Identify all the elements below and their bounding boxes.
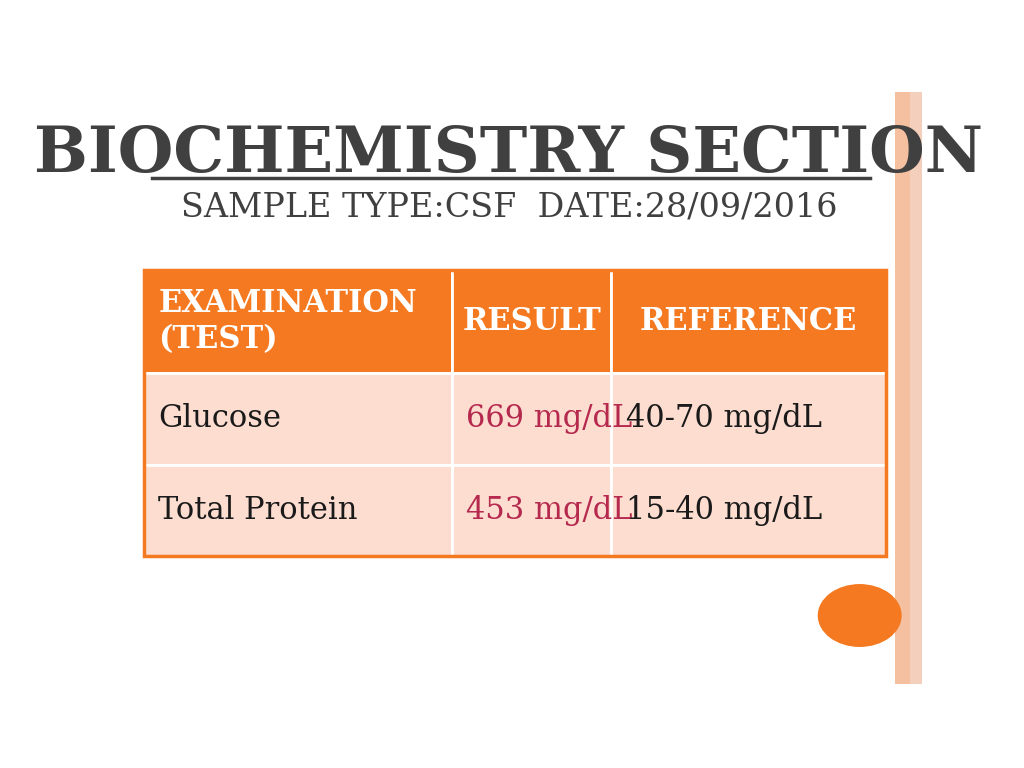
- Bar: [611, 465, 886, 556]
- Bar: [611, 373, 886, 465]
- Bar: [143, 270, 886, 556]
- Text: RESULT: RESULT: [462, 306, 601, 337]
- Bar: [452, 373, 611, 465]
- Bar: [143, 465, 452, 556]
- Text: SAMPLE TYPE:CSF  DATE:28/09/2016: SAMPLE TYPE:CSF DATE:28/09/2016: [180, 191, 838, 223]
- Bar: [452, 270, 611, 373]
- Text: Total Protein: Total Protein: [158, 495, 357, 526]
- Bar: [909, 92, 922, 684]
- Text: 40-70 mg/dL: 40-70 mg/dL: [626, 403, 821, 435]
- Bar: [143, 270, 452, 373]
- Bar: [895, 92, 909, 684]
- Text: Glucose: Glucose: [158, 403, 282, 435]
- Text: EXAMINATION
(TEST): EXAMINATION (TEST): [158, 288, 417, 355]
- Circle shape: [818, 584, 901, 646]
- Text: 453 mg/dL: 453 mg/dL: [466, 495, 633, 526]
- Bar: [611, 270, 886, 373]
- Text: BIOCHEMISTRY SECTION: BIOCHEMISTRY SECTION: [35, 124, 983, 185]
- Bar: [143, 373, 452, 465]
- Text: 15-40 mg/dL: 15-40 mg/dL: [626, 495, 822, 526]
- Text: 669 mg/dL: 669 mg/dL: [466, 403, 633, 435]
- Bar: [452, 465, 611, 556]
- Text: REFERENCE: REFERENCE: [640, 306, 857, 337]
